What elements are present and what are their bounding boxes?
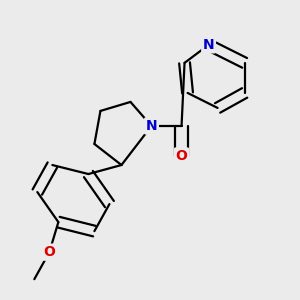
Text: N: N	[203, 38, 214, 52]
Text: O: O	[176, 149, 188, 163]
Text: N: N	[146, 119, 157, 133]
Text: O: O	[44, 245, 55, 259]
